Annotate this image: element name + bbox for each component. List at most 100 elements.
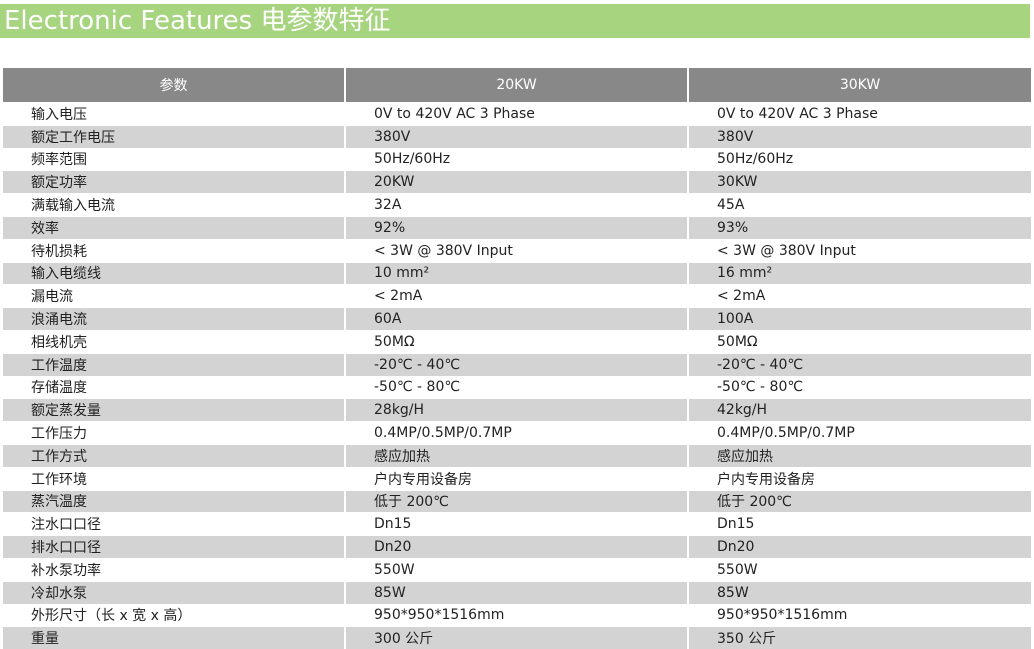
value-30kw-cell: < 3W @ 380V Input (688, 239, 1031, 262)
value-20kw-cell: 0V to 420V AC 3 Phase (345, 103, 688, 126)
value-30kw-cell: 0V to 420V AC 3 Phase (688, 103, 1031, 126)
value-20kw-cell: 28kg/H (345, 399, 688, 422)
value-20kw-cell: Dn15 (345, 513, 688, 536)
value-30kw-cell: 100A (688, 308, 1031, 331)
value-30kw-cell: 93% (688, 216, 1031, 239)
header-parameter: 参数 (3, 68, 345, 103)
value-20kw-cell: 20KW (345, 171, 688, 194)
value-20kw-cell: 感应加热 (345, 444, 688, 467)
value-20kw-cell: 550W (345, 558, 688, 581)
value-30kw-cell: -50℃ - 80℃ (688, 376, 1031, 399)
param-cell: 输入电缆线 (3, 262, 345, 285)
value-30kw-cell: 550W (688, 558, 1031, 581)
value-30kw-cell: Dn15 (688, 513, 1031, 536)
table-row: 工作环境户内专用设备房户内专用设备房 (3, 467, 1031, 490)
value-30kw-cell: 50Hz/60Hz (688, 148, 1031, 171)
value-30kw-cell: Dn20 (688, 536, 1031, 559)
param-cell: 注水口口径 (3, 513, 345, 536)
value-30kw-cell: < 2mA (688, 285, 1031, 308)
value-20kw-cell: 92% (345, 216, 688, 239)
param-cell: 浪涌电流 (3, 308, 345, 331)
param-cell: 待机损耗 (3, 239, 345, 262)
param-cell: 漏电流 (3, 285, 345, 308)
value-20kw-cell: 50Hz/60Hz (345, 148, 688, 171)
value-20kw-cell: Dn20 (345, 536, 688, 559)
value-30kw-cell: 50MΩ (688, 330, 1031, 353)
value-20kw-cell: 低于 200℃ (345, 490, 688, 513)
param-cell: 工作温度 (3, 353, 345, 376)
value-30kw-cell: 42kg/H (688, 399, 1031, 422)
param-cell: 外形尺寸（长 x 宽 x 高） (3, 604, 345, 627)
value-30kw-cell: 低于 200℃ (688, 490, 1031, 513)
param-cell: 额定蒸发量 (3, 399, 345, 422)
value-30kw-cell: 350 公斤 (688, 627, 1031, 649)
value-30kw-cell: 45A (688, 194, 1031, 217)
param-cell: 补水泵功率 (3, 558, 345, 581)
header-20kw: 20KW (345, 68, 688, 103)
section-title: Electronic Features 电参数特征 (4, 5, 390, 37)
table-row: 存储温度-50℃ - 80℃-50℃ - 80℃ (3, 376, 1031, 399)
table-row: 工作温度-20℃ - 40℃-20℃ - 40℃ (3, 353, 1031, 376)
value-20kw-cell: 32A (345, 194, 688, 217)
value-30kw-cell: 30KW (688, 171, 1031, 194)
param-cell: 存储温度 (3, 376, 345, 399)
table-row: 工作方式感应加热感应加热 (3, 444, 1031, 467)
value-20kw-cell: -50℃ - 80℃ (345, 376, 688, 399)
param-cell: 重量 (3, 627, 345, 649)
value-20kw-cell: < 2mA (345, 285, 688, 308)
value-20kw-cell: -20℃ - 40℃ (345, 353, 688, 376)
value-30kw-cell: 85W (688, 581, 1031, 604)
header-30kw: 30KW (688, 68, 1031, 103)
value-20kw-cell: < 3W @ 380V Input (345, 239, 688, 262)
value-20kw-cell: 60A (345, 308, 688, 331)
param-cell: 冷却水泵 (3, 581, 345, 604)
value-20kw-cell: 50MΩ (345, 330, 688, 353)
value-20kw-cell: 950*950*1516mm (345, 604, 688, 627)
param-cell: 工作压力 (3, 422, 345, 445)
value-20kw-cell: 10 mm² (345, 262, 688, 285)
param-cell: 输入电压 (3, 103, 345, 126)
value-30kw-cell: 380V (688, 125, 1031, 148)
table-row: 待机损耗< 3W @ 380V Input< 3W @ 380V Input (3, 239, 1031, 262)
value-20kw-cell: 户内专用设备房 (345, 467, 688, 490)
param-cell: 频率范围 (3, 148, 345, 171)
table-row: 漏电流< 2mA< 2mA (3, 285, 1031, 308)
value-30kw-cell: 16 mm² (688, 262, 1031, 285)
value-20kw-cell: 380V (345, 125, 688, 148)
param-cell: 工作方式 (3, 444, 345, 467)
param-cell: 额定工作电压 (3, 125, 345, 148)
value-30kw-cell: 户内专用设备房 (688, 467, 1031, 490)
value-20kw-cell: 85W (345, 581, 688, 604)
param-cell: 蒸汽温度 (3, 490, 345, 513)
table-header-row: 参数 20KW 30KW (3, 68, 1031, 103)
value-20kw-cell: 300 公斤 (345, 627, 688, 649)
value-30kw-cell: 950*950*1516mm (688, 604, 1031, 627)
param-cell: 相线机壳 (3, 330, 345, 353)
param-cell: 排水口口径 (3, 536, 345, 559)
section-banner: Electronic Features 电参数特征 (0, 4, 1030, 38)
param-cell: 效率 (3, 216, 345, 239)
value-30kw-cell: 感应加热 (688, 444, 1031, 467)
value-20kw-cell: 0.4MP/0.5MP/0.7MP (345, 422, 688, 445)
value-30kw-cell: 0.4MP/0.5MP/0.7MP (688, 422, 1031, 445)
